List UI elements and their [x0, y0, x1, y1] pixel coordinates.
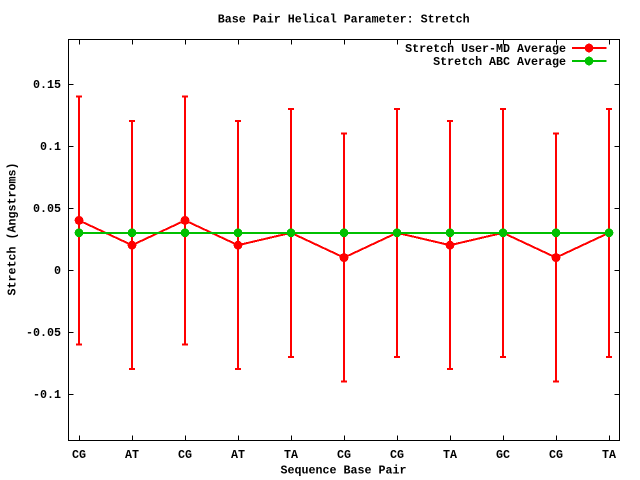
svg-text:0.1: 0.1 [40, 140, 61, 154]
svg-text:TA: TA [602, 448, 616, 462]
svg-text:AT: AT [231, 448, 245, 462]
svg-text:Sequence Base Pair: Sequence Base Pair [281, 464, 407, 478]
svg-text:Stretch User-MD Average: Stretch User-MD Average [405, 42, 566, 56]
svg-text:Stretch (Angstroms): Stretch (Angstroms) [6, 163, 20, 296]
svg-text:Stretch ABC Average: Stretch ABC Average [433, 55, 566, 69]
svg-text:0: 0 [54, 264, 61, 278]
svg-text:CG: CG [337, 448, 351, 462]
svg-text:CG: CG [178, 448, 192, 462]
svg-text:0.05: 0.05 [33, 202, 61, 216]
svg-text:CG: CG [72, 448, 86, 462]
svg-text:0.15: 0.15 [33, 78, 61, 92]
svg-text:-0.05: -0.05 [26, 326, 61, 340]
svg-text:GC: GC [496, 448, 510, 462]
svg-text:CG: CG [390, 448, 404, 462]
svg-text:TA: TA [284, 448, 298, 462]
svg-text:Base Pair Helical Parameter: S: Base Pair Helical Parameter: Stretch [218, 13, 470, 27]
svg-text:TA: TA [443, 448, 457, 462]
svg-text:-0.1: -0.1 [33, 388, 61, 402]
svg-text:AT: AT [125, 448, 139, 462]
svg-text:CG: CG [549, 448, 563, 462]
